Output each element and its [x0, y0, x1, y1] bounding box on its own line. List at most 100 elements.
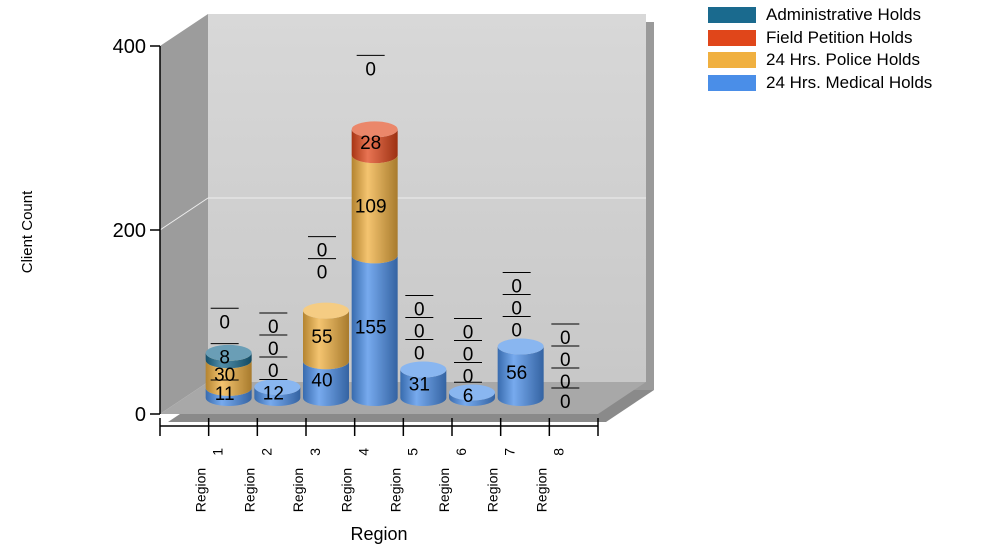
- bar-body: [351, 155, 398, 264]
- x-tick-label: Region: [485, 468, 501, 512]
- x-tick-label: Region: [193, 468, 209, 512]
- bar-cap: [449, 384, 495, 401]
- x-tick-label: Region: [339, 468, 355, 512]
- bar-segment: [497, 338, 544, 407]
- data-label: 0: [414, 321, 425, 342]
- data-label: 6: [463, 386, 474, 407]
- data-label: 0: [317, 241, 328, 262]
- data-label: 8: [219, 348, 230, 369]
- data-label: 0: [511, 276, 522, 297]
- bar-body: [351, 129, 398, 164]
- x-tick-label: 8: [550, 448, 566, 456]
- data-label: 12: [263, 383, 284, 404]
- x-tick-label-group: Region 8: [533, 448, 566, 512]
- legend-item: Field Petition Holds: [708, 27, 932, 50]
- bar-segment: [303, 302, 349, 370]
- data-label: 30: [214, 365, 235, 386]
- bar-cap: [254, 378, 301, 395]
- data-label: 0: [414, 299, 425, 320]
- x-tick-label: Region: [387, 468, 403, 512]
- bar-segment: [254, 378, 301, 406]
- x-tick-label: 4: [356, 448, 372, 456]
- data-label: 0: [317, 263, 328, 284]
- x-tick-label-group: Region 4: [339, 448, 372, 512]
- legend-swatch: [708, 7, 756, 24]
- bar-body: [303, 361, 349, 406]
- x-tick-label: 2: [258, 448, 274, 456]
- data-label: 0: [463, 344, 474, 365]
- data-label: 0: [560, 372, 571, 393]
- data-label: 40: [311, 371, 332, 392]
- bar-segment: [351, 121, 398, 164]
- data-label: 0: [414, 343, 425, 364]
- data-label: 0: [268, 339, 279, 360]
- bar-segment: [449, 384, 495, 406]
- x-tick-label: Region: [533, 468, 549, 512]
- data-label: 0: [511, 320, 522, 341]
- bar-body: [205, 387, 252, 406]
- data-label: 56: [506, 363, 527, 384]
- x-tick-label: 3: [307, 448, 323, 456]
- data-label: 11: [215, 384, 235, 405]
- data-label: 0: [268, 317, 279, 338]
- bar-body: [497, 346, 544, 407]
- data-label: 0: [268, 361, 279, 382]
- x-tick-label: Region: [241, 468, 257, 512]
- legend-item: Administrative Holds: [708, 4, 932, 27]
- data-label: 0: [560, 328, 571, 349]
- bar-cap: [351, 121, 398, 138]
- bar-body: [254, 386, 301, 406]
- legend-label: 24 Hrs. Medical Holds: [766, 72, 933, 92]
- legend-label: 24 Hrs. Police Holds: [766, 50, 921, 70]
- legend-label: Administrative Holds: [766, 5, 921, 25]
- legend-item: 24 Hrs. Medical Holds: [708, 72, 932, 95]
- x-tick-label: Region: [436, 468, 452, 512]
- x-tick-label-group: Region 1: [193, 448, 226, 512]
- data-label: 109: [355, 196, 387, 217]
- x-tick-label-group: Region 7: [485, 448, 518, 512]
- x-tick-label: 6: [453, 448, 469, 456]
- bar-body: [205, 352, 252, 369]
- x-tick-label: Region: [290, 468, 306, 512]
- legend-swatch: [708, 74, 756, 91]
- legend-swatch: [708, 29, 756, 46]
- x-tick-label-group: Region 2: [241, 448, 274, 512]
- data-label: 0: [560, 392, 571, 413]
- gridline-side: [159, 197, 209, 231]
- data-label: 0: [463, 322, 474, 343]
- x-axis-title: Region: [350, 524, 407, 544]
- bar-cap: [303, 302, 349, 319]
- data-label: 0: [463, 366, 474, 387]
- bar-segment: [400, 361, 447, 406]
- data-label: 0: [365, 59, 376, 80]
- bar-segment: [205, 344, 252, 369]
- bar-body: [400, 369, 447, 406]
- x-tick-label: 7: [502, 448, 518, 456]
- bar-cap: [400, 361, 447, 378]
- bar-cap: [497, 338, 544, 355]
- x-tick-label: 5: [404, 448, 420, 456]
- data-label: 0: [560, 350, 571, 371]
- data-label: 55: [311, 327, 332, 348]
- bar-body: [303, 310, 349, 370]
- data-label: 31: [409, 375, 430, 396]
- legend-swatch: [708, 52, 756, 69]
- y-axis-title: Client Count: [19, 190, 36, 273]
- legend-label: Field Petition Holds: [766, 27, 913, 47]
- x-tick-label-group: Region 6: [436, 448, 469, 512]
- data-label: 0: [511, 298, 522, 319]
- x-tick-label-group: Region 3: [290, 448, 323, 512]
- y-tick-label: 0: [135, 404, 146, 426]
- legend-item: 24 Hrs. Police Holds: [708, 49, 932, 72]
- x-tick-label: 1: [210, 448, 226, 456]
- bar-body: [449, 392, 495, 406]
- x-tick-label-group: Region 5: [387, 448, 420, 512]
- bar-body: [205, 360, 252, 396]
- bar-body: [351, 255, 398, 406]
- bar-cap: [205, 344, 252, 361]
- y-tick-label: 200: [113, 220, 146, 242]
- chart-legend: Administrative Holds Field Petition Holds…: [708, 4, 932, 94]
- y-tick-label: 400: [113, 36, 146, 58]
- data-label: 28: [360, 133, 381, 154]
